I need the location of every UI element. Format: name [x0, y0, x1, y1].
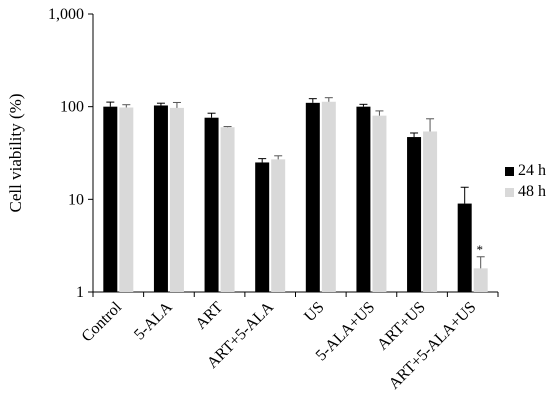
bar-48h	[423, 131, 438, 292]
y-tick-label: 1	[76, 284, 84, 301]
bar-48h	[372, 115, 387, 292]
legend-swatch	[505, 167, 514, 176]
legend: 24 h 48 h	[505, 162, 546, 200]
y-axis-title: Cell viability (%)	[6, 94, 25, 213]
bar-24h	[153, 105, 168, 292]
bar-48h	[473, 268, 488, 292]
x-tick-label: 5-ALA	[131, 298, 176, 343]
x-tick-label: US	[301, 299, 327, 325]
x-tick-label: Control	[79, 298, 126, 345]
bar-24h	[305, 102, 320, 292]
x-tick-label: ART	[192, 299, 226, 333]
legend-swatch	[505, 188, 514, 197]
y-tick-label: 10	[68, 191, 84, 208]
x-tick-label: ART+5-ALA+US	[386, 299, 480, 393]
legend-label: 48 h	[518, 183, 546, 200]
legend-label: 24 h	[518, 162, 546, 179]
bar-24h	[457, 203, 472, 292]
bar-24h	[204, 117, 219, 292]
y-tick-label: 1,000	[48, 6, 84, 23]
bar-48h	[321, 101, 336, 292]
bar-24h	[255, 162, 270, 292]
bar-48h	[271, 159, 286, 292]
bar-24h	[356, 106, 371, 293]
bar-24h	[103, 106, 118, 293]
bar-48h	[119, 107, 134, 293]
significance-marker: *	[476, 242, 483, 257]
bar-48h	[220, 127, 235, 293]
bar-48h	[169, 107, 184, 292]
y-tick-label: 100	[60, 99, 84, 116]
bar-24h	[407, 137, 422, 292]
